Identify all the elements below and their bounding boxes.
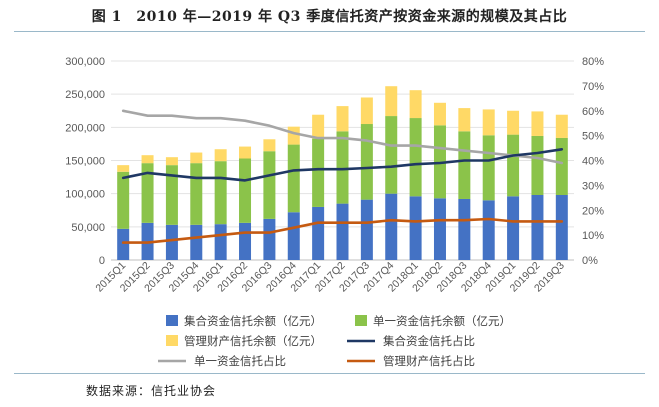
left-axis-tick-label: 50,000 [71,222,105,234]
figure-title: 图 1 2010 年—2019 年 Q3 季度信托资产按资金来源的规模及其占比 [91,9,568,25]
bar-segment-1 [312,206,325,260]
bar-segment-1 [385,193,398,260]
bar-segment-1 [214,224,227,260]
bar-segment-1 [433,198,446,260]
bar-segment-3 [507,110,520,135]
grid [111,60,574,261]
right-axis-tick-label: 60% [582,106,604,118]
bar-segment-1 [458,198,471,260]
right-axis-tick-label: 70% [582,81,604,93]
bar-segment-1 [239,222,252,260]
data-source: 数据来源：信托业协会 [86,384,217,398]
bar-segment-3 [531,111,544,136]
bar-segment-1 [190,224,203,260]
left-axis-tick-label: 300,000 [65,56,105,68]
bar-segment-2 [312,138,325,207]
legend-label: 单一资金信托余额（亿元） [373,314,511,328]
bar-segment-2 [360,124,373,200]
bar-segment-1 [360,199,373,260]
bar-segment-1 [165,224,178,260]
bar-segment-1 [507,196,520,260]
bar-segment-3 [312,114,325,139]
bar-segment-2 [141,163,154,223]
bar-segment-3 [117,165,130,172]
bar-segment-2 [555,137,568,195]
right-axis-tick-label: 40% [582,156,604,168]
right-axis-tick-label: 10% [582,230,604,242]
left-axis-tick-label: 200,000 [65,122,105,134]
legend-label: 集合资金信托占比 [383,334,475,348]
right-axis-tick-label: 30% [582,180,604,192]
bar-segment-3 [336,106,349,132]
legend-label: 单一资金信托占比 [194,354,286,368]
bar-segment-3 [287,126,300,145]
legend-label: 集合资金信托余额（亿元） [184,314,322,328]
bar-segment-2 [190,163,203,225]
lines [121,109,564,244]
left-axis-tick-label: 250,000 [65,89,105,101]
left-axis-tick-label: 100,000 [65,189,105,201]
left-axis-tick-label: 0 [99,255,105,267]
bar-segment-1 [409,196,422,260]
right-axis-tick-label: 20% [582,205,604,217]
bar-segment-2 [287,144,300,213]
bar-segment-2 [385,116,398,194]
bar-segment-3 [385,86,398,117]
legend: 集合资金信托余额（亿元） 单一资金信托余额（亿元） 管理财产信托余额（亿元） 集合资金… [158,314,511,368]
bar-segment-3 [458,108,471,132]
legend-swatch [355,315,367,326]
bar-segment-2 [263,151,276,219]
bar-segment-1 [482,200,495,260]
bar-segment-1 [531,194,544,260]
bar-segment-1 [263,218,276,260]
bar-segment-2 [531,135,544,195]
bar-segment-3 [239,146,252,159]
bar-segment-2 [507,134,520,197]
legend-label: 管理财产信托占比 [383,354,475,368]
bar-segment-3 [263,139,276,152]
bar-segment-3 [555,114,568,138]
bar-segment-2 [409,118,422,197]
bottom-rule [14,373,645,374]
bar-segment-2 [165,165,178,225]
right-axis-tick-label: 0% [582,255,598,267]
bar-segment-2 [214,161,227,225]
bar-segment-3 [482,109,495,136]
legend-swatch [166,315,178,326]
left-axis-tick-label: 150,000 [65,156,105,168]
line-series-3 [121,217,564,244]
bar-segment-3 [433,102,446,126]
bar-segment-1 [287,212,300,260]
top-rule [14,31,645,32]
right-axis-tick-label: 50% [582,131,604,143]
bar-segment-3 [214,149,227,162]
right-axis-tick-label: 80% [582,56,604,68]
bar-segment-1 [555,194,568,260]
chart: 0 50,000 100,000 150,000 200,000 250,000 300,0… [65,56,604,368]
legend-swatch [166,335,178,346]
bar-segment-1 [336,203,349,260]
bar-segment-2 [239,158,252,223]
bar-segment-1 [117,228,130,260]
bar-segment-3 [190,152,203,164]
bar-segment-2 [482,135,495,201]
bar-segment-3 [165,157,178,166]
bars [117,86,568,260]
bar-segment-3 [409,90,422,119]
bar-segment-3 [360,97,373,125]
legend-label: 管理财产信托余额（亿元） [184,334,322,348]
bar-segment-2 [458,131,471,199]
bar-segment-3 [141,155,154,164]
bar-segment-2 [336,131,349,204]
bar-segment-2 [117,171,130,229]
line-series-1 [121,109,564,165]
